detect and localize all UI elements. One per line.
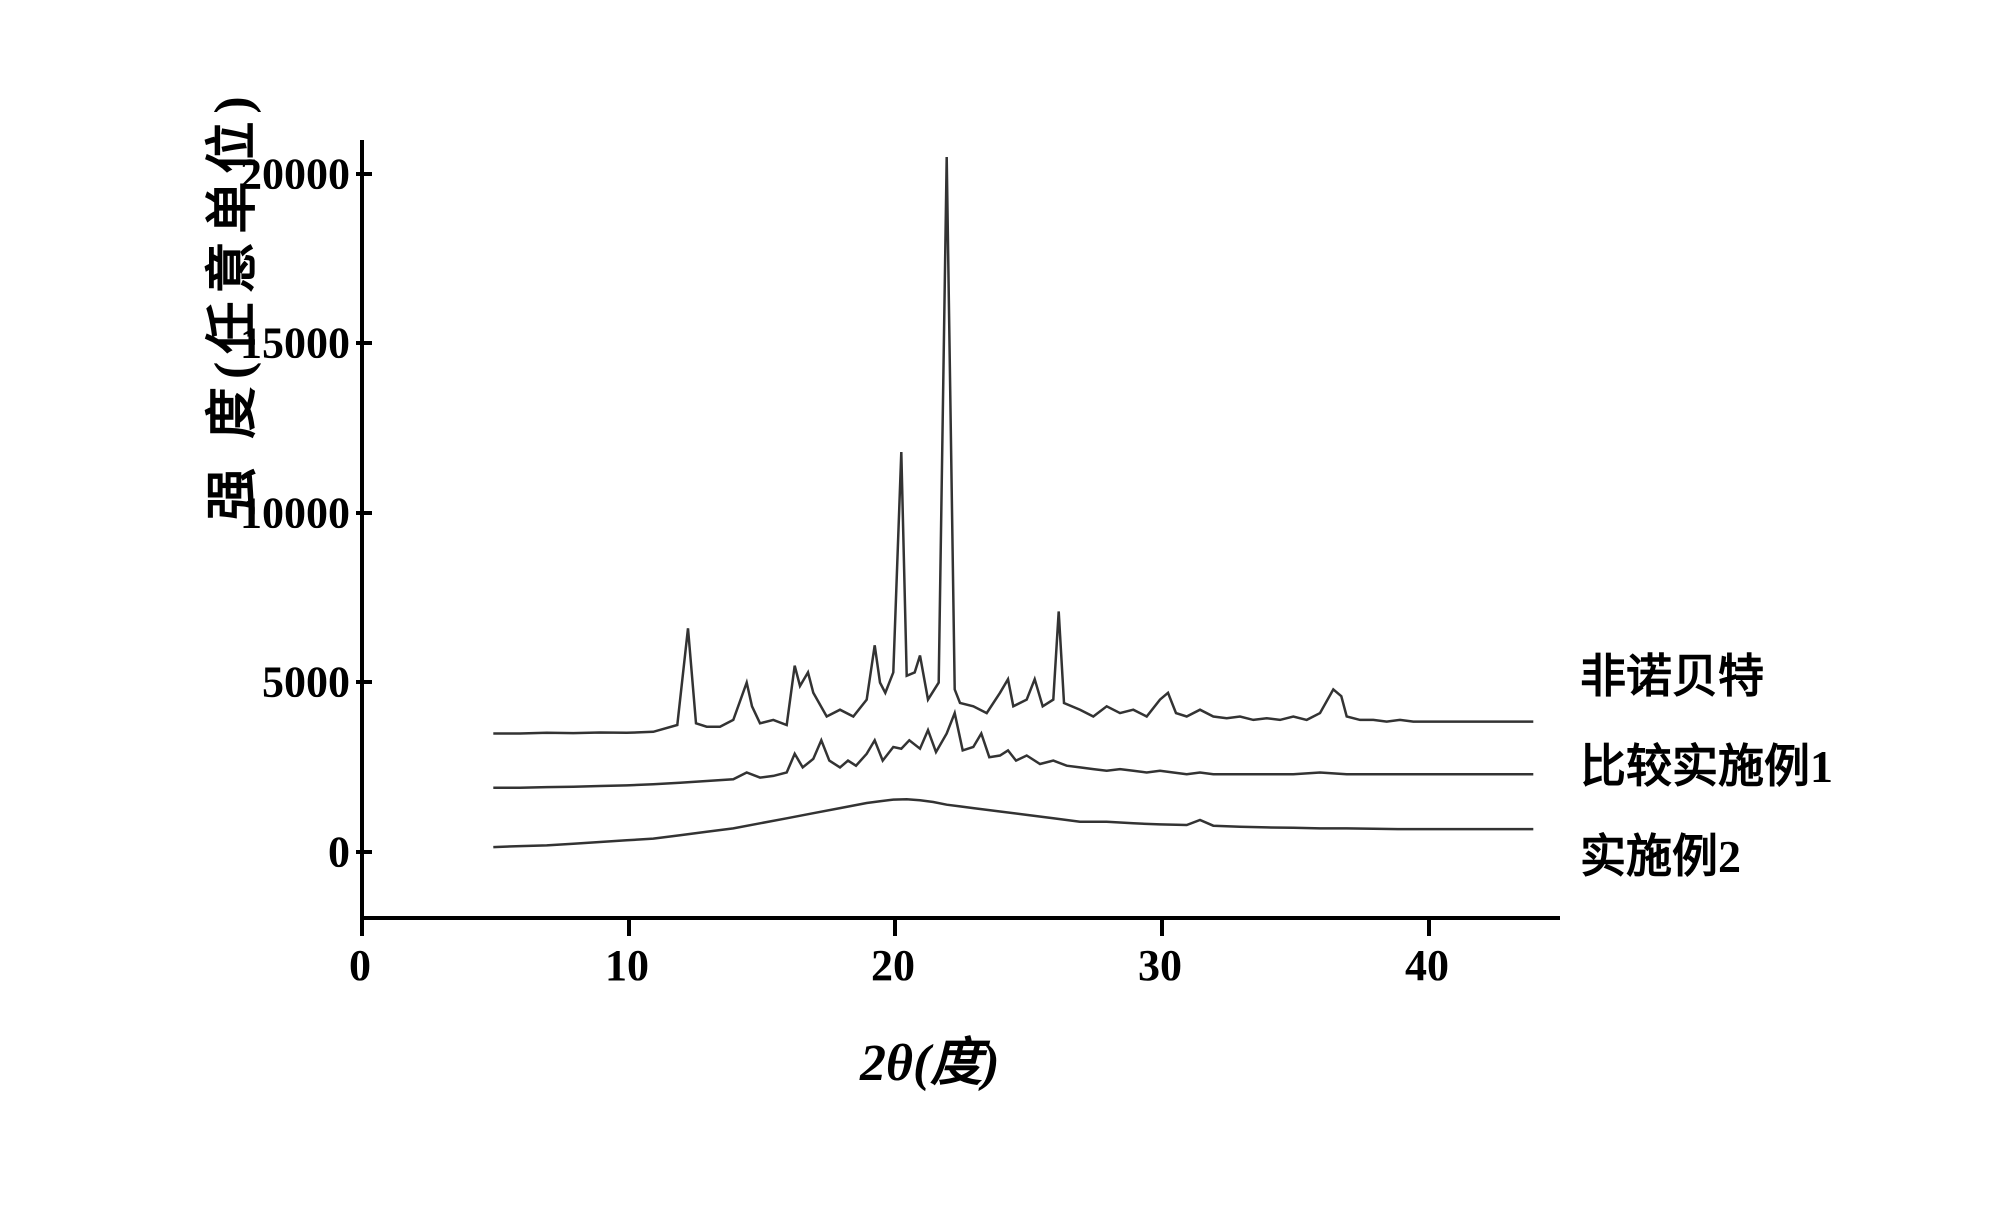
xrd-traces xyxy=(360,140,1560,920)
trace-fenofibrate xyxy=(493,157,1533,734)
series-label-example-2: 实施例2 xyxy=(1580,820,1741,886)
x-tick-3: 30 xyxy=(1138,940,1182,991)
xrd-chart: 强 度(任意单位) 2θ(度) 0 5000 10000 15000 20000… xyxy=(180,120,1880,1120)
x-tick-mark xyxy=(627,920,631,936)
series-label-comparative-1: 比较实施例1 xyxy=(1580,730,1833,796)
y-tick-0: 0 xyxy=(328,827,350,878)
x-tick-mark xyxy=(1160,920,1164,936)
y-tick-2: 10000 xyxy=(240,488,350,539)
trace-example-2 xyxy=(493,799,1533,847)
x-tick-mark xyxy=(893,920,897,936)
series-label-fenofibrate: 非诺贝特 xyxy=(1580,640,1764,706)
y-tick-3: 15000 xyxy=(240,318,350,369)
x-tick-mark xyxy=(360,920,364,936)
y-tick-4: 20000 xyxy=(240,149,350,200)
x-axis-label: 2θ(度) xyxy=(860,1020,1000,1095)
x-tick-4: 40 xyxy=(1405,940,1449,991)
trace-comparative-example-1 xyxy=(493,713,1533,788)
x-tick-2: 20 xyxy=(871,940,915,991)
x-tick-1: 10 xyxy=(605,940,649,991)
x-tick-0: 0 xyxy=(349,940,371,991)
y-tick-1: 5000 xyxy=(262,657,350,708)
x-tick-mark xyxy=(1427,920,1431,936)
